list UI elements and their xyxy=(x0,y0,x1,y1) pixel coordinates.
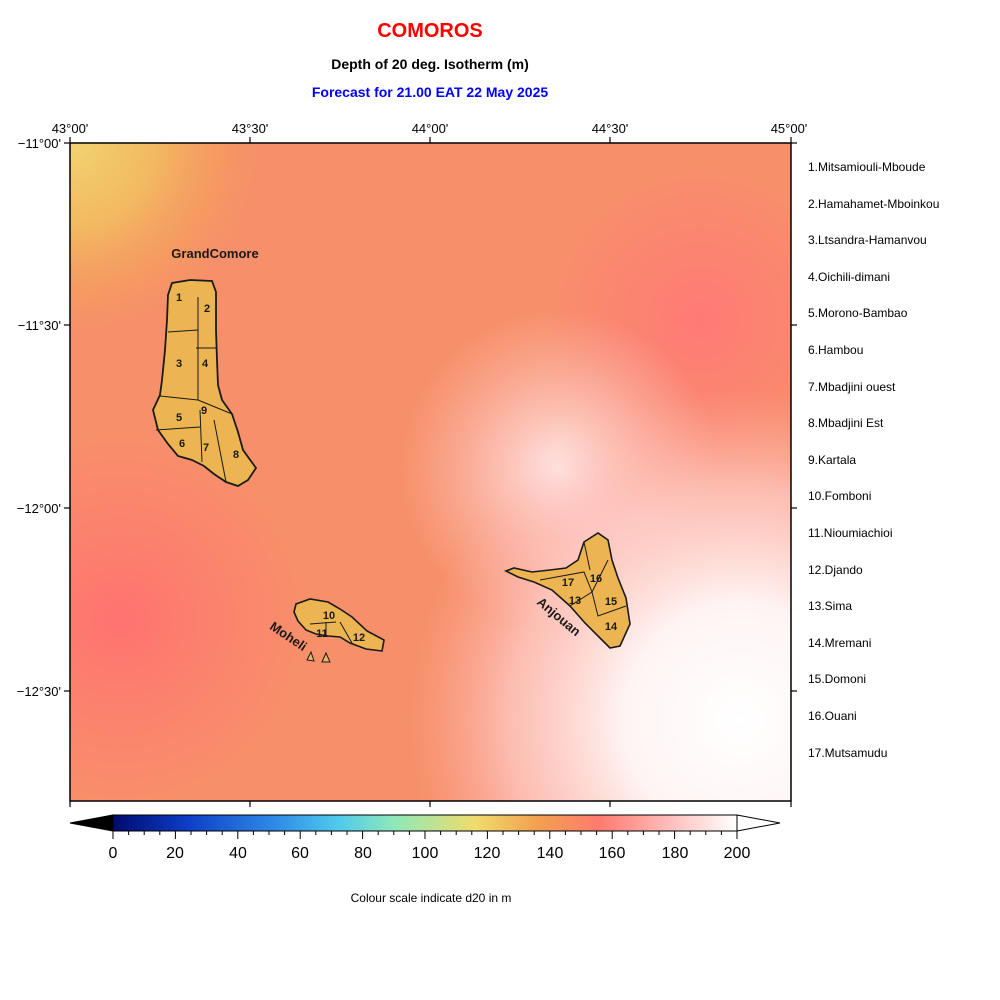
d20-field xyxy=(70,143,791,801)
colour-bar-label: 120 xyxy=(474,845,501,862)
colour-bar-label: 40 xyxy=(229,845,247,862)
legend-item: 17.Mutsamudu xyxy=(808,745,888,760)
lon-label: 44°30' xyxy=(592,121,629,136)
region-number-6: 6 xyxy=(179,438,185,450)
legend-item: 9.Kartala xyxy=(808,452,857,467)
region-number-17: 17 xyxy=(562,577,574,589)
axis-ticks xyxy=(64,137,797,807)
lat-label: −12°30' xyxy=(17,684,61,699)
lon-label: 43°00' xyxy=(52,121,89,136)
region-number-8: 8 xyxy=(233,449,239,461)
legend-item: 13.Sima xyxy=(808,599,853,614)
region-legend: 1.Mitsamiouli-Mboude 2.Hamahamet-Mboinko… xyxy=(808,158,939,780)
grand-comore-island xyxy=(152,279,258,487)
lat-label: −11°30' xyxy=(18,318,61,333)
region-number-10: 10 xyxy=(323,610,335,622)
legend-item: 12.Djando xyxy=(808,562,863,577)
legend-item: 15.Domoni xyxy=(808,672,867,687)
lat-label: −11°00' xyxy=(18,136,61,151)
region-number-7: 7 xyxy=(203,442,209,454)
island-label-grand-comore: GrandComore xyxy=(171,246,258,261)
legend-item: 6.Hambou xyxy=(808,342,864,357)
legend-item: 1.Mitsamiouli-Mboude xyxy=(808,160,926,174)
legend-item: 3.Ltsandra-Hamanvou xyxy=(808,233,927,248)
colour-bar-label: 80 xyxy=(354,845,372,862)
legend-item: 8.Mbadjini Est xyxy=(808,416,884,431)
colour-bar-label: 100 xyxy=(412,845,439,862)
colour-bar-label: 180 xyxy=(662,845,689,862)
region-number-15: 15 xyxy=(605,596,617,608)
legend-item: 2.Hamahamet-Mboinkou xyxy=(808,196,940,211)
colour-bar-label: 60 xyxy=(291,845,309,862)
legend-item: 14.Mremani xyxy=(808,635,872,650)
colour-bar-high-arrow xyxy=(736,814,781,832)
colour-bar-gradient xyxy=(112,814,738,832)
legend-item: 7.Mbadjini ouest xyxy=(808,379,896,394)
colour-bar-caption: Colour scale indicate d20 in m xyxy=(350,891,512,905)
map-title: COMOROS xyxy=(377,20,483,42)
region-number-4: 4 xyxy=(202,358,209,370)
region-number-11: 11 xyxy=(316,628,328,640)
region-number-2: 2 xyxy=(204,303,210,315)
region-number-9: 9 xyxy=(201,405,207,417)
region-number-12: 12 xyxy=(353,632,365,644)
legend-item: 11.Nioumiachioi xyxy=(808,525,893,540)
region-number-13: 13 xyxy=(569,595,581,607)
region-number-3: 3 xyxy=(176,358,182,370)
lon-label: 45°00' xyxy=(771,121,808,136)
map-subtitle: Depth of 20 deg. Isotherm (m) xyxy=(331,56,529,72)
colour-bar-label: 140 xyxy=(537,845,564,862)
region-number-1: 1 xyxy=(176,292,182,304)
colour-bar-label: 20 xyxy=(166,845,184,862)
legend-item: 10.Fomboni xyxy=(808,489,872,504)
colour-bar-low-arrow xyxy=(69,814,114,832)
lon-label: 44°00' xyxy=(412,121,449,136)
colour-bar-label: 160 xyxy=(599,845,626,862)
colour-bar-label: 200 xyxy=(724,845,751,862)
region-number-5: 5 xyxy=(176,412,182,424)
legend-item: 4.Oichili-dimani xyxy=(808,269,891,284)
colour-bar-label: 0 xyxy=(109,845,118,862)
legend-item: 5.Morono-Bambao xyxy=(808,306,908,321)
forecast-time: Forecast for 21.00 EAT 22 May 2025 xyxy=(311,84,549,100)
colour-bar-ticks xyxy=(112,831,738,839)
legend-item: 16.Ouani xyxy=(808,708,857,723)
moheli-island xyxy=(293,598,385,663)
anjouan-island xyxy=(504,532,631,649)
region-number-14: 14 xyxy=(605,621,618,633)
region-number-16: 16 xyxy=(590,573,602,585)
colour-bar xyxy=(69,814,781,832)
lon-label: 43°30' xyxy=(232,121,269,136)
lat-label: −12°00' xyxy=(17,501,61,516)
